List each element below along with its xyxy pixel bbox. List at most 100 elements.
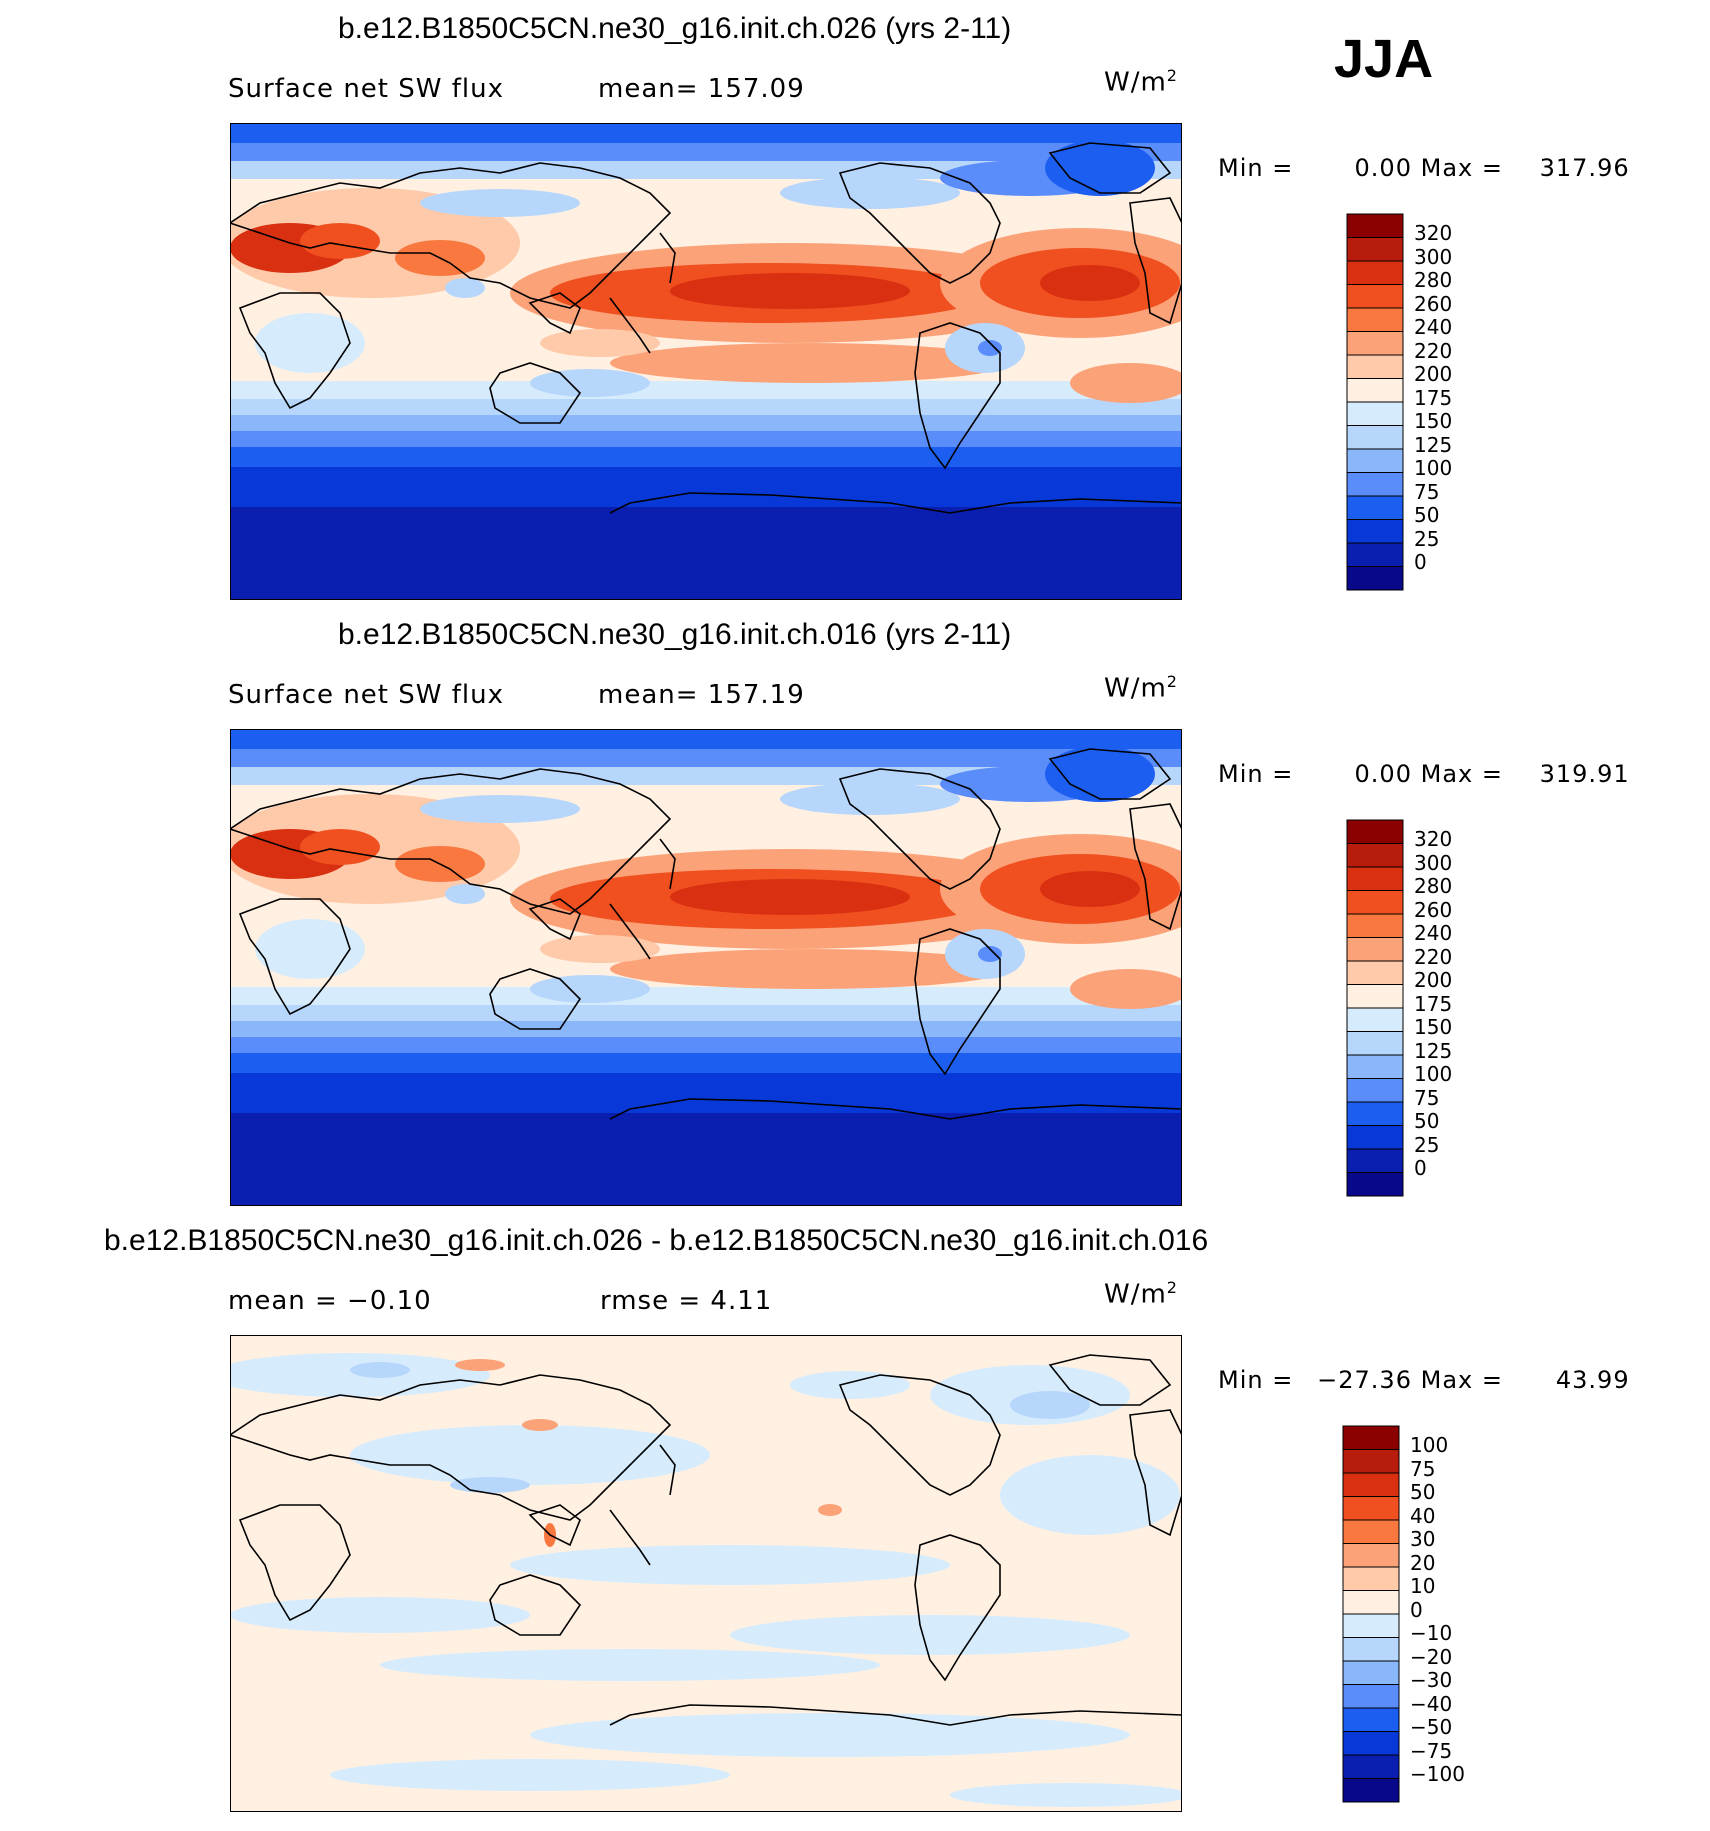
colorbar-label: 320: [1414, 827, 1453, 851]
colorbar-swatch: [1342, 1425, 1400, 1450]
colorbar-swatch: [1342, 1543, 1400, 1568]
colorbar-swatch: [1346, 866, 1404, 891]
colorbar-label: 30: [1410, 1527, 1436, 1551]
colorbar-label: 75: [1414, 479, 1440, 504]
colorbar-label: 280: [1414, 268, 1453, 292]
colorbar-swatch: [1346, 542, 1404, 567]
colorbar-swatch: [1346, 566, 1404, 591]
colorbar-label: 0: [1414, 550, 1427, 574]
colorbar-swatch: [1346, 331, 1404, 356]
colorbar-swatch: [1346, 937, 1404, 962]
coastlines: [230, 748, 1182, 1120]
map-panel-2: [230, 729, 1182, 1206]
colorbar-label: 260: [1414, 291, 1453, 316]
max-label: Max =: [1420, 1366, 1503, 1394]
colorbar-swatch: [1342, 1613, 1400, 1638]
colorbar-swatch: [1346, 472, 1404, 497]
colorbar-swatch: [1346, 307, 1404, 332]
max-label: Max =: [1420, 154, 1503, 182]
colorbar-label: 75: [1410, 1456, 1436, 1481]
colorbar-label: 220: [1414, 338, 1453, 363]
coastlines: [230, 1354, 1182, 1726]
colorbar-swatch: [1346, 1078, 1404, 1103]
colorbar-label: 260: [1414, 897, 1453, 922]
min-max-readout: Min = −27.36 Max = 43.99: [1218, 1366, 1630, 1394]
units-label: W/m2: [1104, 1278, 1178, 1310]
min-max-readout: Min = 0.00 Max = 319.91: [1218, 760, 1630, 788]
colorbar-label: 240: [1414, 315, 1453, 339]
colorbar-label: 100: [1414, 456, 1453, 480]
colorbar-swatch: [1346, 284, 1404, 309]
colorbar-label: 200: [1414, 362, 1453, 386]
colorbar-label: 0: [1414, 1156, 1427, 1180]
colorbar-swatch: [1342, 1707, 1400, 1732]
colorbar-swatch: [1342, 1496, 1400, 1521]
colorbar-label: 125: [1414, 432, 1453, 457]
min-label: Min =: [1218, 1366, 1294, 1394]
colorbar-swatch: [1346, 984, 1404, 1009]
colorbar-panel-2: [1346, 819, 1404, 1197]
colorbar-label: 50: [1414, 1109, 1440, 1133]
colorbar-swatch: [1346, 960, 1404, 985]
colorbar-swatch: [1346, 1101, 1404, 1126]
colorbar-label: 220: [1414, 944, 1453, 969]
season-label: JJA: [1334, 29, 1434, 89]
colorbar-label: 100: [1414, 1062, 1453, 1086]
colorbar-label: 150: [1414, 1015, 1453, 1039]
min-label: Min =: [1218, 154, 1294, 182]
colorbar-label: −10: [1410, 1621, 1453, 1645]
colorbar-label: −50: [1410, 1715, 1453, 1739]
map-panel-1: [230, 123, 1182, 600]
colorbar-swatch: [1342, 1754, 1400, 1779]
diff-mean-label: mean = −0.10: [228, 1286, 432, 1316]
colorbar-swatch: [1342, 1731, 1400, 1756]
colorbar-swatch: [1346, 425, 1404, 450]
max-value: 317.96: [1539, 154, 1630, 182]
colorbar-swatch: [1342, 1660, 1400, 1685]
colorbar-label: 25: [1414, 526, 1440, 551]
colorbar-label: 0: [1410, 1597, 1423, 1622]
colorbar-swatch: [1346, 913, 1404, 938]
colorbar-swatch: [1346, 213, 1404, 238]
units-label: W/m2: [1104, 672, 1178, 704]
colorbar-swatch: [1346, 1031, 1404, 1056]
max-label: Max =: [1420, 760, 1503, 788]
units-text: W/m: [1104, 673, 1167, 704]
colorbar-swatch: [1346, 1172, 1404, 1197]
colorbar-swatch: [1342, 1472, 1400, 1497]
colorbar-swatch: [1346, 401, 1404, 426]
colorbar-swatch: [1346, 354, 1404, 379]
colorbar-swatch: [1346, 1148, 1404, 1173]
colorbar-swatch: [1342, 1449, 1400, 1474]
variable-label: Surface net SW flux: [228, 74, 504, 104]
panel-title: b.e12.B1850C5CN.ne30_g16.init.ch.026 - b…: [104, 1224, 1209, 1257]
colorbar-swatch: [1346, 1007, 1404, 1032]
rmse-label: rmse = 4.11: [600, 1286, 773, 1316]
units-label: W/m2: [1104, 66, 1178, 98]
colorbar-label: 320: [1414, 221, 1453, 245]
colorbar-panel-3: [1342, 1425, 1400, 1803]
colorbar-label: 175: [1414, 385, 1453, 410]
units-superscript: 2: [1166, 66, 1178, 85]
colorbar-label: 300: [1414, 850, 1453, 875]
colorbar-swatch: [1346, 378, 1404, 403]
mean-label: mean= 157.19: [598, 680, 805, 710]
colorbar-swatch: [1342, 1519, 1400, 1544]
colorbar-label: −75: [1410, 1738, 1453, 1763]
colorbar-label: −100: [1410, 1762, 1465, 1786]
colorbar-label: 40: [1410, 1503, 1436, 1528]
max-value: 319.91: [1539, 760, 1630, 788]
colorbar-panel-1: [1346, 213, 1404, 591]
colorbar-label: −30: [1410, 1668, 1453, 1692]
min-value: −27.36: [1317, 1366, 1412, 1394]
colorbar-swatch: [1342, 1778, 1400, 1803]
min-value: 0.00: [1354, 760, 1412, 788]
panel-title: b.e12.B1850C5CN.ne30_g16.init.ch.016 (yr…: [338, 618, 1012, 651]
colorbar-label: 10: [1410, 1574, 1436, 1598]
colorbar-label: 50: [1414, 503, 1440, 527]
map-panel-3: [230, 1335, 1182, 1812]
colorbar-label: 175: [1414, 991, 1453, 1016]
colorbar-swatch: [1346, 843, 1404, 868]
colorbar-swatch: [1342, 1590, 1400, 1615]
colorbar-label: 200: [1414, 968, 1453, 992]
